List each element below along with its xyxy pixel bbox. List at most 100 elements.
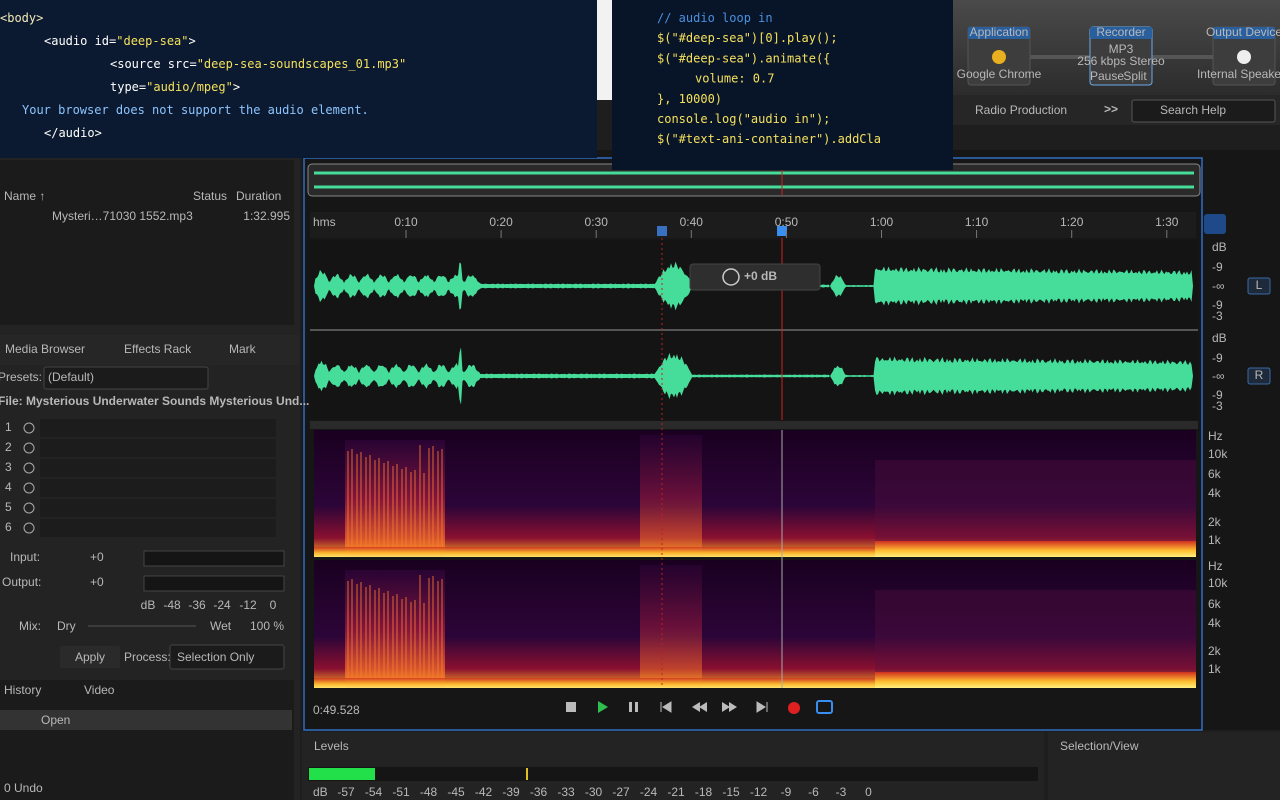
more-button[interactable]: >>: [1104, 102, 1118, 116]
slot-number: 2: [5, 440, 12, 454]
effects-tabs: [0, 335, 300, 365]
node-button[interactable]: Split: [1123, 69, 1147, 83]
undo-count: 0 Undo: [4, 781, 43, 795]
presets-label: Presets:: [0, 370, 42, 384]
spectral-burst: [640, 435, 702, 557]
node-label: MP3: [1109, 42, 1134, 56]
hud-knob[interactable]: [722, 268, 740, 286]
code-token: >: [233, 80, 240, 94]
hz-scale: 2k: [1208, 644, 1222, 658]
search-box[interactable]: [1131, 99, 1276, 123]
time-label: 0:50: [775, 215, 799, 229]
rack-slot[interactable]: [40, 419, 276, 437]
db-scale: -9: [1212, 351, 1223, 365]
preset-dropdown[interactable]: [43, 366, 209, 390]
spectral-burst: [640, 565, 702, 688]
apply-button[interactable]: [60, 646, 120, 668]
code-line: $("#text-ani-container").addCla: [657, 132, 881, 146]
process-label: Process:: [124, 650, 171, 664]
time-label: hms: [313, 215, 336, 229]
slot-power[interactable]: [23, 502, 35, 514]
search[interactable]: Search Help: [1160, 103, 1226, 117]
playhead-handle: [777, 226, 787, 236]
snap-button[interactable]: [1204, 214, 1226, 234]
timeline: [310, 212, 1196, 238]
process-value[interactable]: Selection Only: [177, 650, 254, 664]
level-scale: -30: [585, 785, 603, 799]
level-scale: -36: [530, 785, 548, 799]
code-token: $("#deep-sea").animate({: [657, 51, 830, 65]
slot-power[interactable]: [23, 462, 35, 474]
meter-scale: -36: [188, 598, 206, 612]
time-label: 1:30: [1155, 215, 1179, 229]
rack-slot[interactable]: [40, 479, 276, 497]
code-token: >: [189, 34, 196, 48]
time-label: 1:00: [870, 215, 894, 229]
rewind[interactable]: [692, 702, 707, 712]
slot-power[interactable]: [23, 522, 35, 534]
code-token: <body>: [0, 11, 43, 25]
spectral-burst: [345, 570, 445, 688]
panel-tab[interactable]: Mark: [229, 342, 257, 356]
slot-power[interactable]: [23, 482, 35, 494]
skip-forward[interactable]: [756, 701, 768, 713]
db-scale: -9: [1212, 260, 1223, 274]
transport: [566, 700, 833, 714]
input-label: Input:: [10, 550, 40, 564]
node-icon: [1237, 50, 1251, 64]
rack-slot[interactable]: [40, 519, 276, 537]
node-label: Internal Speakers: [1197, 67, 1280, 81]
code-js-panel: [612, 0, 953, 170]
rack-slot[interactable]: [40, 459, 276, 477]
view-divider: [310, 421, 1198, 429]
workspace[interactable]: Radio Production: [975, 103, 1067, 117]
code-token: type=: [110, 80, 146, 94]
spectrogram-right: [314, 560, 1196, 688]
spectral-band: [875, 672, 1196, 688]
record-button[interactable]: [788, 702, 800, 714]
panel-tab[interactable]: History: [4, 683, 41, 697]
process-dropdown[interactable]: [169, 644, 285, 670]
fast-forward[interactable]: [722, 702, 737, 712]
skip-back[interactable]: [660, 701, 672, 713]
spectral-haze: [875, 460, 1196, 541]
apply-label[interactable]: Apply: [75, 650, 105, 664]
stop-button[interactable]: [566, 702, 576, 712]
file-name[interactable]: Mysteri…71030 1552.mp3: [52, 209, 193, 223]
column-header: Name ↑: [4, 189, 45, 203]
output-label: Output:: [2, 575, 41, 589]
gap-lower: [597, 100, 612, 150]
slot-power[interactable]: [23, 442, 35, 454]
column-header: Duration: [236, 189, 281, 203]
hz-scale: 6k: [1208, 597, 1222, 611]
play-button[interactable]: [598, 701, 608, 713]
code-line: // audio loop in: [657, 11, 773, 25]
panel-tab[interactable]: Effects Rack: [124, 342, 192, 356]
preset-value[interactable]: (Default): [48, 370, 94, 384]
node-button[interactable]: Pause: [1090, 69, 1124, 83]
mix-dry: Dry: [57, 619, 76, 633]
loop-button[interactable]: [816, 700, 833, 714]
channel-button[interactable]: [1247, 277, 1271, 295]
code-token: Your browser does not support the audio …: [22, 103, 369, 117]
panel-tab[interactable]: Video: [84, 683, 115, 697]
level-scale: -57: [337, 785, 355, 799]
channel-label[interactable]: R: [1255, 368, 1264, 382]
code-token: <source src=: [110, 57, 197, 71]
panel-tab[interactable]: Media Browser: [5, 342, 85, 356]
channel-label[interactable]: L: [1256, 278, 1263, 292]
node-header: Output Device: [1206, 25, 1280, 39]
db-scale: -3: [1212, 399, 1223, 413]
level-scale: -6: [808, 785, 819, 799]
meter-scale: 0: [270, 598, 277, 612]
rack-slot[interactable]: [40, 439, 276, 457]
pause-button[interactable]: [629, 702, 632, 712]
slot-power[interactable]: [23, 422, 35, 434]
channel-button[interactable]: [1247, 367, 1271, 385]
rack-slot[interactable]: [40, 499, 276, 517]
code-token: "deep-sea": [116, 34, 188, 48]
meter-scale: -48: [163, 598, 181, 612]
history-item[interactable]: Open: [41, 713, 70, 727]
level-scale: -27: [612, 785, 630, 799]
